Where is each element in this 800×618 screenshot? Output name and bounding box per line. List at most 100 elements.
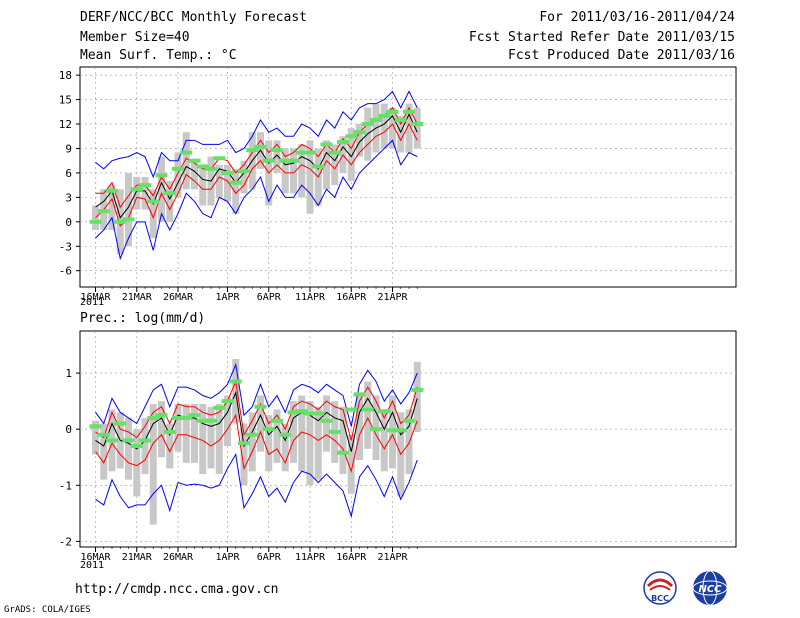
precip-median-mark xyxy=(106,438,118,443)
temp-ytick-label: 18 xyxy=(59,69,72,82)
temp-median-mark xyxy=(295,150,308,155)
member-size: Member Size=40 xyxy=(80,30,190,45)
precip-spread-box xyxy=(347,434,355,494)
temp-spread-box xyxy=(108,185,116,230)
temp-spread-box xyxy=(331,144,339,186)
temp-median-mark xyxy=(172,166,184,171)
precip-median-mark xyxy=(328,429,341,434)
precip-median-mark xyxy=(279,432,292,437)
precip-median-mark xyxy=(89,424,102,429)
precip-median-mark xyxy=(205,418,217,423)
precip-spread-box xyxy=(306,401,314,486)
temp-median-mark xyxy=(229,180,242,185)
temp-median-mark xyxy=(328,150,341,155)
precip-spread-box xyxy=(273,409,281,463)
precip-median-mark xyxy=(411,387,424,392)
precip-median-mark xyxy=(114,421,127,426)
precip-median-mark xyxy=(139,438,151,443)
temp-median-mark xyxy=(320,142,333,147)
precip-xtick-label: 1APR xyxy=(215,552,240,563)
temp-median-mark xyxy=(147,199,160,204)
precip-year-label: 2011 xyxy=(80,560,105,571)
temp-ytick-label: 12 xyxy=(59,118,72,131)
temp-median-mark xyxy=(304,150,316,155)
temp-spread-box xyxy=(166,181,174,222)
precip-median-mark xyxy=(147,415,160,420)
precip-xtick-label: 21MAR xyxy=(122,552,153,563)
precip-median-mark xyxy=(254,404,267,409)
temp-xtick-label: 6APR xyxy=(257,292,282,303)
precip-xtick-label: 6APR xyxy=(257,552,282,563)
temp-outer-max-line xyxy=(95,90,418,179)
temp-spread-box xyxy=(397,115,405,153)
temp-median-mark xyxy=(130,187,143,192)
precip-median-mark xyxy=(304,411,316,416)
precip-spread-box xyxy=(240,423,248,486)
precip-spread-box xyxy=(364,381,372,449)
temp-median-mark xyxy=(180,150,193,155)
precip-spread-box xyxy=(257,395,264,452)
temp-median-mark xyxy=(271,148,283,153)
temp-median-mark xyxy=(114,219,127,224)
temp-spread-box xyxy=(125,172,132,247)
temp-median-mark xyxy=(163,191,176,196)
precip-spread-box xyxy=(380,412,388,472)
precip-ytick-label: 1 xyxy=(65,367,72,380)
temp-median-mark xyxy=(155,173,168,178)
temp-median-mark xyxy=(312,164,325,169)
temp-spread-box xyxy=(273,140,281,173)
precip-spread-box xyxy=(215,403,223,475)
precip-mean-line xyxy=(95,390,418,452)
precip-spread-box xyxy=(413,361,421,432)
precip-spread-box xyxy=(149,403,157,525)
temp-median-mark xyxy=(386,109,399,114)
forecast-started: Fcst Started Refer Date 2011/03/15 xyxy=(468,30,735,45)
temp-median-mark xyxy=(122,217,135,222)
temp-median-mark xyxy=(213,156,226,161)
temp-spread-box xyxy=(405,103,413,153)
temp-xtick-label: 16APR xyxy=(336,292,367,303)
source-url[interactable]: http://cmdp.ncc.cma.gov.cn xyxy=(75,582,279,597)
precip-spread-box xyxy=(199,403,207,475)
temp-xtick-label: 11APR xyxy=(295,292,326,303)
precip-spread-box xyxy=(314,406,322,480)
precip-spread-box xyxy=(232,359,240,424)
bcc-logo: BCC xyxy=(643,571,677,605)
temp-ytick-label: -3 xyxy=(59,240,72,253)
temp-spread-box xyxy=(224,164,231,202)
precip-spread-box xyxy=(125,417,132,480)
temp-median-mark xyxy=(337,139,349,144)
precip-median-mark xyxy=(196,418,209,423)
precip-median-mark xyxy=(337,450,349,455)
temp-median-mark xyxy=(246,148,259,153)
temp-spread-box xyxy=(149,189,157,239)
precip-spread-box xyxy=(290,401,297,463)
temp-median-mark xyxy=(361,122,374,127)
precip-median-mark xyxy=(386,428,399,433)
temp-xtick-label: 1APR xyxy=(215,292,240,303)
ncc-logo: NCC xyxy=(692,570,728,606)
precip-outer-max-line xyxy=(95,362,418,427)
precip-median-mark xyxy=(370,427,382,432)
precip-spread-box xyxy=(356,395,363,461)
precip-median-mark xyxy=(295,409,308,414)
precip-median-mark xyxy=(130,444,143,449)
temp-spread-box xyxy=(290,148,297,194)
temp-spread-box xyxy=(141,177,149,210)
precip-median-mark xyxy=(213,405,226,410)
temp-ytick-label: -6 xyxy=(59,265,72,278)
precip-spread-box xyxy=(166,423,174,469)
precip-xtick-label: 16APR xyxy=(336,552,367,563)
precip-xtick-label: 26MAR xyxy=(163,552,194,563)
variable-label: Mean Surf. Temp.: °C xyxy=(80,48,237,63)
precip-median-mark xyxy=(122,438,135,443)
temp-spread-box xyxy=(174,152,182,198)
temp-spread-box xyxy=(347,128,355,182)
temp-spread-box xyxy=(133,177,141,210)
temp-ytick-label: 3 xyxy=(65,191,72,204)
temp-inner-min-line xyxy=(95,122,418,227)
temp-xtick-label: 26MAR xyxy=(163,292,194,303)
temp-spread-box xyxy=(298,144,306,198)
forecast-range: For 2011/03/16-2011/04/24 xyxy=(539,10,735,25)
precip-median-mark xyxy=(353,392,366,397)
